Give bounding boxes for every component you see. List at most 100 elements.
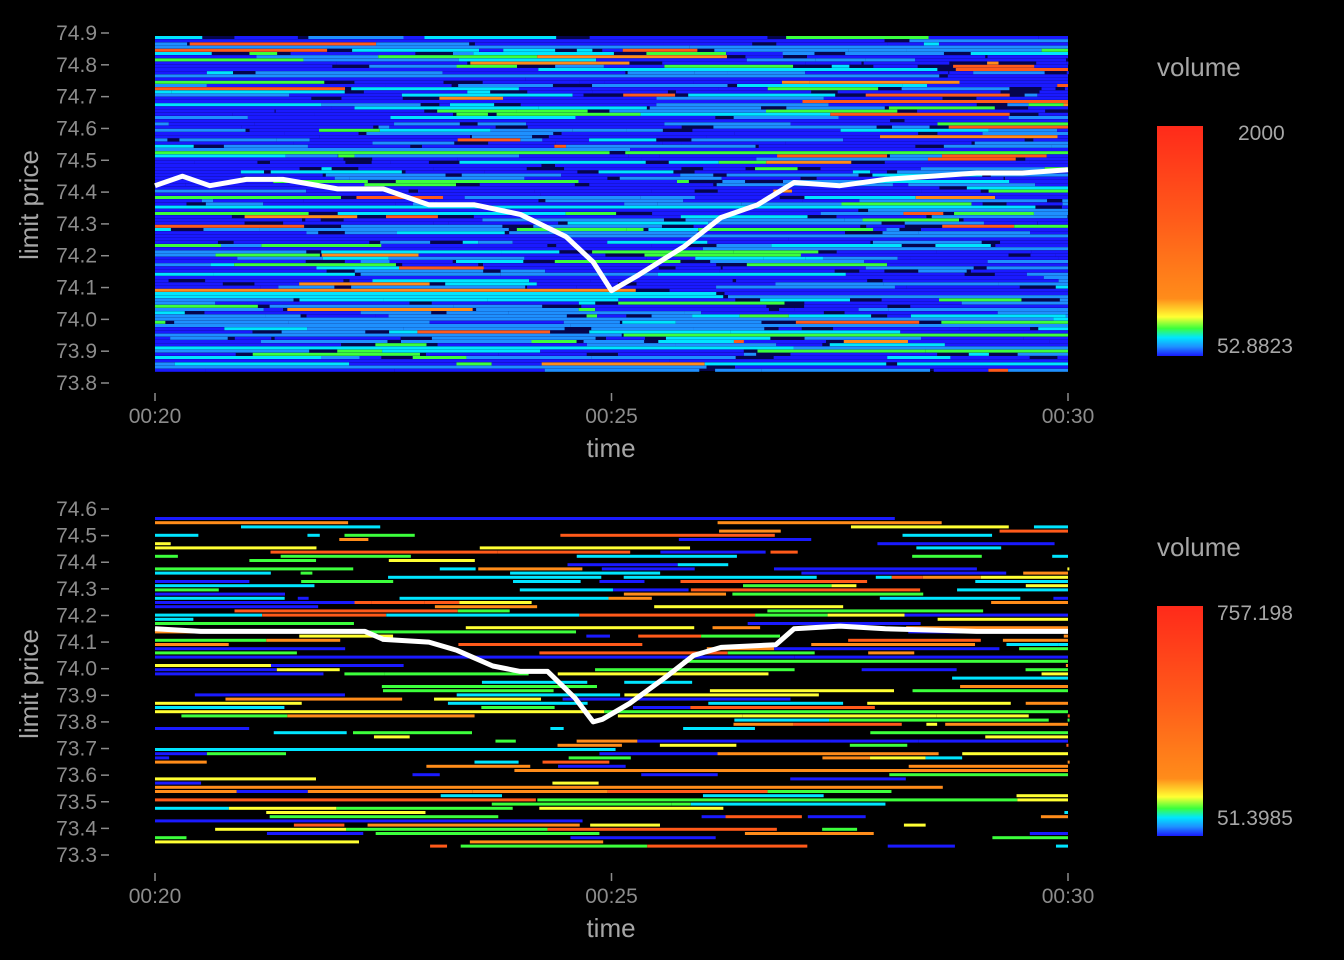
heatmap-cell: [155, 710, 605, 714]
heatmap-cell: [155, 819, 583, 823]
heatmap-cell: [734, 132, 919, 135]
heatmap-cell: [709, 689, 895, 693]
heatmap-cell: [375, 314, 389, 318]
heatmap-cell: [980, 575, 1068, 579]
x-tick-label: 00:20: [129, 885, 182, 908]
heatmap-cell: [961, 301, 1068, 305]
heatmap-cell: [354, 601, 372, 604]
heatmap-cell: [906, 626, 1068, 630]
heatmap-cell: [453, 304, 543, 308]
heatmap-cell: [1055, 253, 1068, 257]
heatmap-cell: [155, 756, 170, 760]
heatmap-cell: [920, 167, 1045, 171]
heatmap-cell: [852, 170, 871, 174]
heatmap-cell: [155, 781, 202, 785]
heatmap-cell: [884, 160, 1030, 164]
heatmap-cell: [632, 706, 691, 709]
heatmap-cell: [589, 330, 731, 334]
heatmap-cell: [260, 340, 388, 343]
heatmap-cell: [1028, 103, 1064, 107]
heatmap-cell: [912, 554, 982, 558]
heatmap-cell: [437, 109, 517, 113]
heatmap-cell: [746, 58, 816, 62]
heatmap-cell: [1063, 634, 1068, 638]
heatmap-cell: [388, 256, 525, 260]
heatmap-cell: [604, 80, 694, 84]
x-tick-label: 00:25: [585, 885, 638, 908]
heatmap-cell: [155, 269, 327, 273]
heatmap-cell: [343, 218, 483, 222]
y-tick-label: 74.1: [56, 631, 97, 654]
heatmap-cell: [1024, 93, 1038, 97]
heatmap-cell: [927, 157, 1016, 161]
heatmap-cell: [345, 827, 548, 831]
heatmap-cell: [675, 320, 762, 324]
heatmap-cell: [293, 141, 373, 145]
heatmap-cell: [822, 256, 898, 260]
heatmap-cell: [155, 517, 895, 520]
heatmap-cell: [241, 125, 374, 129]
heatmap-cell: [743, 584, 832, 588]
heatmap-cell: [155, 664, 271, 667]
heatmap-cell: [1058, 256, 1068, 260]
heatmap-cell: [592, 84, 728, 87]
heatmap-cell: [843, 340, 908, 343]
heatmap-cell: [1030, 231, 1068, 235]
heatmap-cell: [644, 253, 801, 257]
heatmap-cell: [1023, 571, 1068, 575]
heatmap-cell: [474, 760, 519, 764]
heatmap-cell: [155, 346, 794, 350]
heatmap-cell: [155, 106, 332, 110]
heatmap-cell: [1061, 205, 1068, 209]
heatmap-cell: [692, 314, 740, 318]
heatmap-cell: [269, 304, 454, 308]
heatmap-cell: [399, 266, 484, 270]
heatmap-cell: [437, 343, 587, 347]
heatmap-cell: [739, 314, 789, 318]
heatmap-cell: [155, 643, 229, 646]
heatmap-cell: [285, 154, 338, 158]
heatmap-cell: [501, 250, 560, 254]
heatmap-cell: [447, 701, 588, 705]
heatmap-cell: [986, 266, 1068, 270]
heatmap-cell: [1059, 298, 1068, 302]
heatmap-cell: [155, 189, 307, 193]
heatmap-cell: [479, 546, 691, 550]
heatmap-cell: [341, 96, 403, 100]
heatmap-cell: [403, 327, 565, 331]
heatmap-cell: [155, 256, 238, 260]
heatmap-cell: [719, 529, 781, 533]
heatmap-cell: [862, 218, 960, 222]
heatmap-cell: [623, 575, 817, 579]
heatmap-cell: [155, 90, 172, 94]
heatmap-cell: [360, 311, 432, 315]
heatmap-cell: [873, 228, 887, 231]
heatmap-cell: [776, 343, 823, 347]
heatmap-cell: [425, 352, 499, 356]
heatmap-cell: [904, 119, 1068, 123]
heatmap-cell: [155, 119, 891, 123]
heatmap-cell: [777, 154, 888, 158]
heatmap-cell: [778, 327, 802, 331]
heatmap-cell: [440, 794, 502, 798]
heatmap-cell: [688, 93, 836, 97]
heatmap-cell: [557, 672, 769, 676]
heatmap-cell: [538, 106, 647, 110]
heatmap-cell: [174, 320, 289, 324]
heatmap-cell: [174, 362, 350, 366]
heatmap-cell: [155, 327, 225, 331]
heatmap-cell: [545, 199, 684, 203]
heatmap-cell: [465, 626, 695, 630]
heatmap-cell: [868, 208, 1068, 212]
heatmap-cell: [1025, 668, 1068, 672]
heatmap-cell: [858, 308, 889, 311]
heatmap-cell: [570, 836, 716, 840]
heatmap-cell: [372, 141, 455, 145]
heatmap-cell: [937, 132, 983, 135]
heatmap-cell: [424, 601, 460, 604]
heatmap-cell: [205, 368, 395, 372]
y-tick-label: 73.3: [56, 844, 97, 867]
y-axis-title-top: limit price: [14, 150, 44, 260]
heatmap-cell: [388, 575, 602, 579]
heatmap-cell: [344, 672, 385, 676]
